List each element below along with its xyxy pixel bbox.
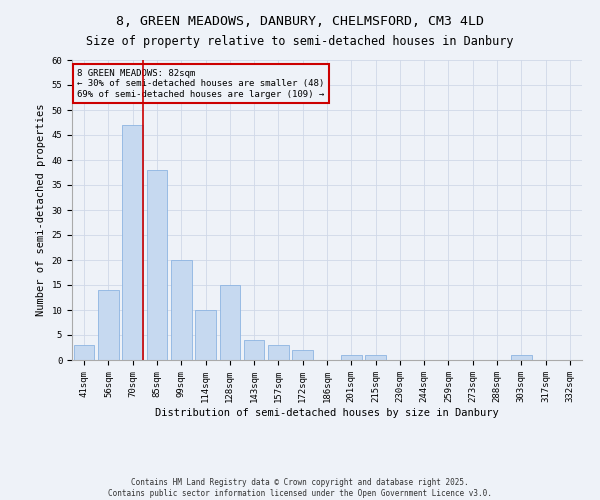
Text: 8, GREEN MEADOWS, DANBURY, CHELMSFORD, CM3 4LD: 8, GREEN MEADOWS, DANBURY, CHELMSFORD, C… <box>116 15 484 28</box>
Bar <box>74 345 94 360</box>
Text: 8 GREEN MEADOWS: 82sqm
← 30% of semi-detached houses are smaller (48)
69% of sem: 8 GREEN MEADOWS: 82sqm ← 30% of semi-det… <box>77 69 325 99</box>
Bar <box>220 285 240 360</box>
Bar <box>268 345 289 360</box>
Bar <box>122 125 143 360</box>
Bar <box>244 340 265 360</box>
Y-axis label: Number of semi-detached properties: Number of semi-detached properties <box>36 104 46 316</box>
Bar <box>146 170 167 360</box>
Text: Size of property relative to semi-detached houses in Danbury: Size of property relative to semi-detach… <box>86 35 514 48</box>
Bar <box>341 355 362 360</box>
Bar <box>195 310 216 360</box>
Bar <box>171 260 191 360</box>
Bar <box>511 355 532 360</box>
Text: Contains HM Land Registry data © Crown copyright and database right 2025.
Contai: Contains HM Land Registry data © Crown c… <box>108 478 492 498</box>
Bar <box>292 350 313 360</box>
Bar <box>365 355 386 360</box>
Bar <box>98 290 119 360</box>
X-axis label: Distribution of semi-detached houses by size in Danbury: Distribution of semi-detached houses by … <box>155 408 499 418</box>
